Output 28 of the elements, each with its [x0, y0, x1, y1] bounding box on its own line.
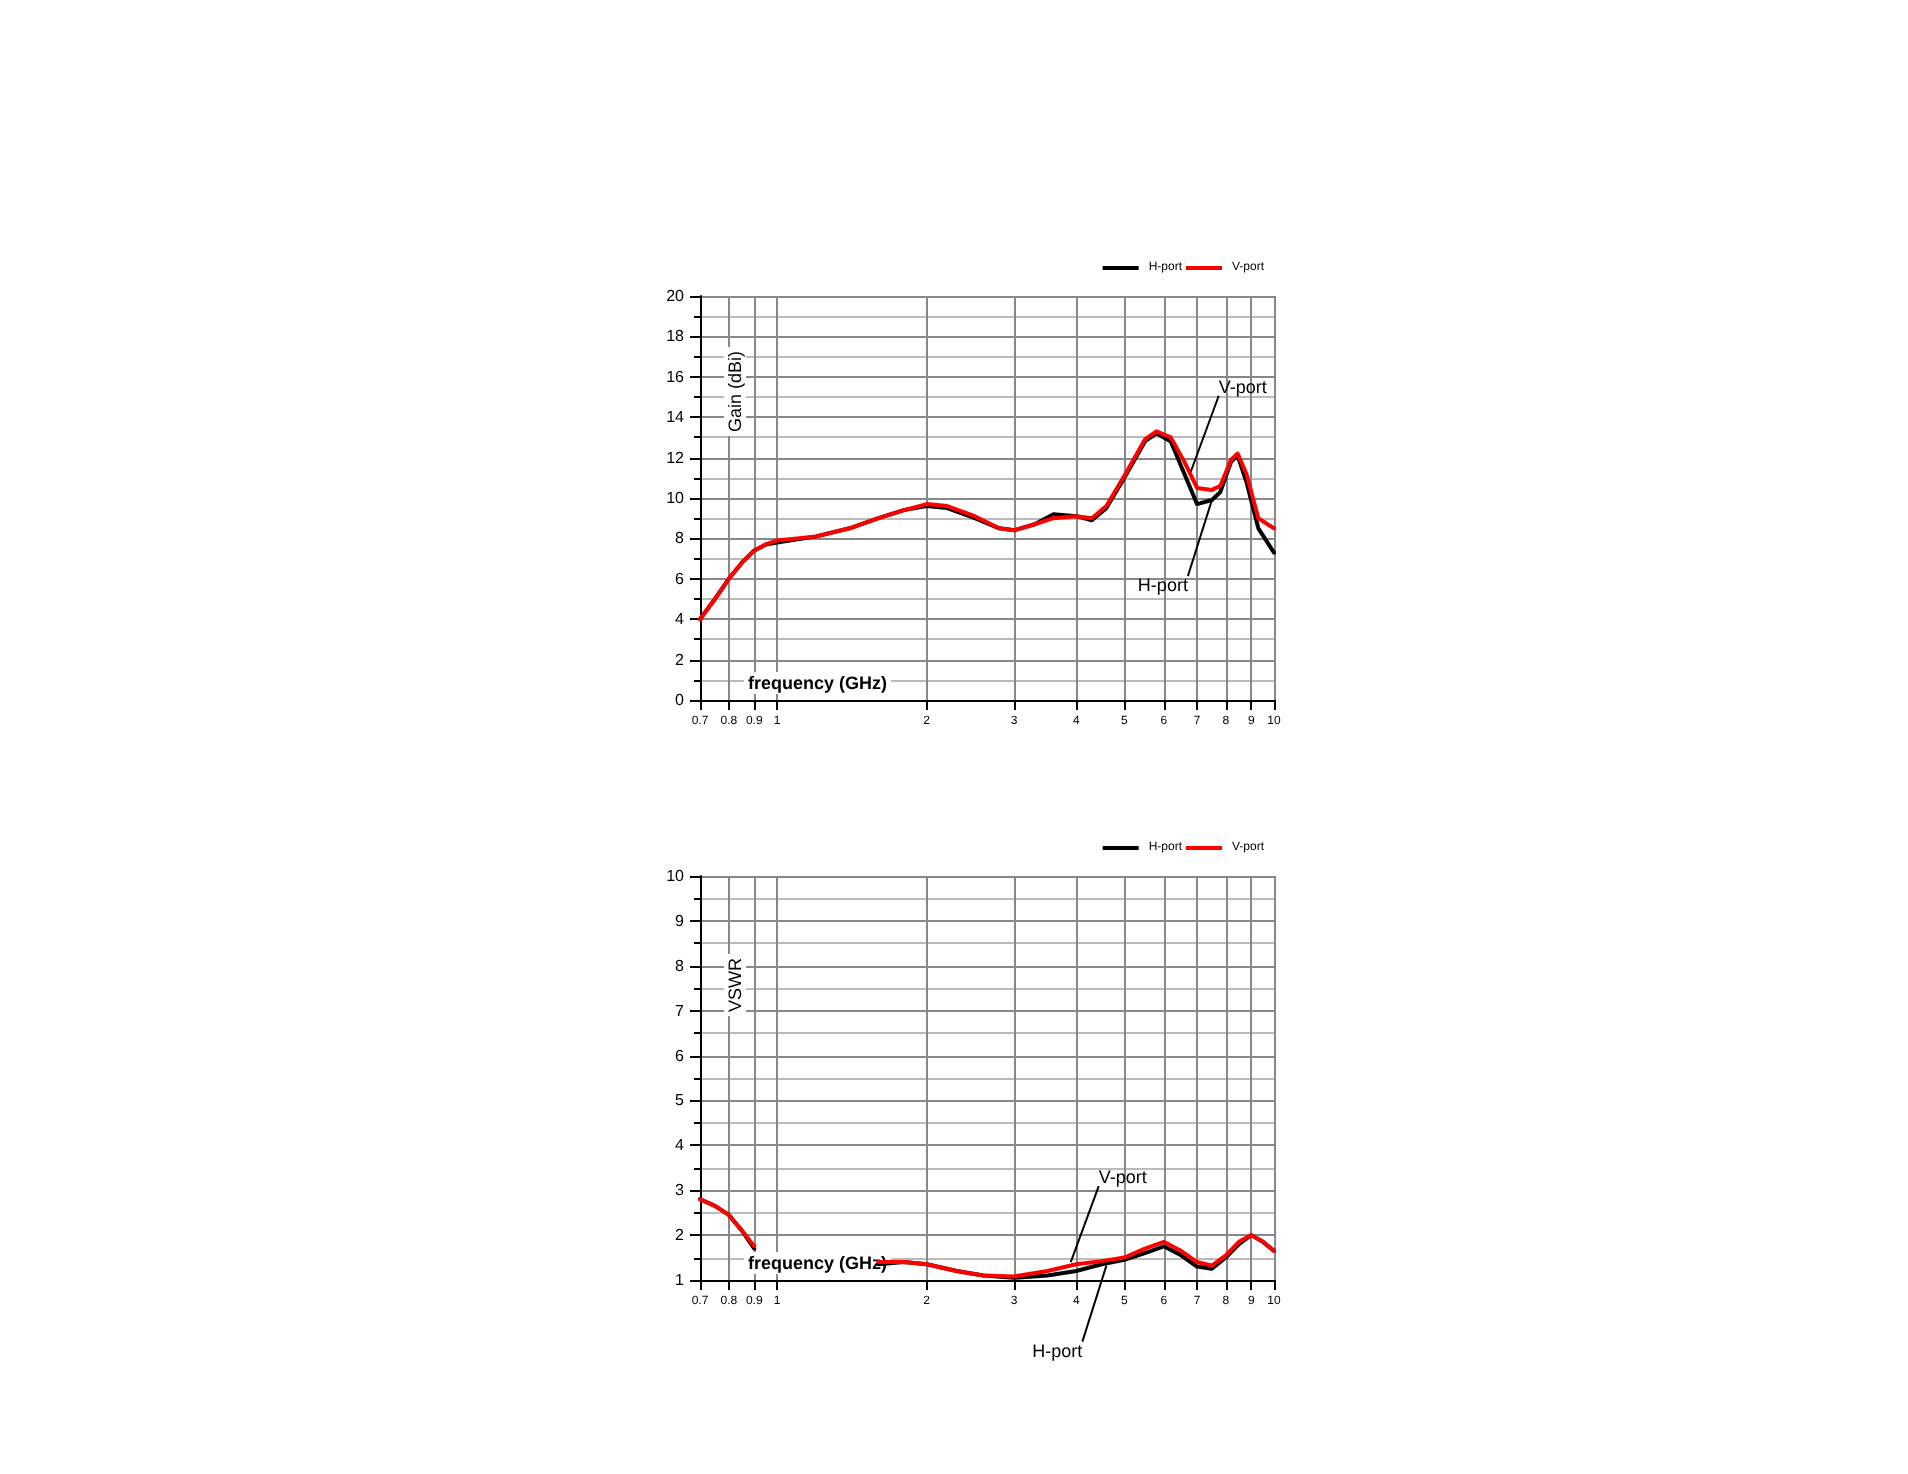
y-tick-label: 16 — [666, 367, 686, 386]
y-tick-label: 2 — [675, 1226, 686, 1245]
y-axis-title: Gain (dBi) — [725, 350, 745, 432]
y-tick-label: 3 — [675, 1181, 686, 1200]
y-tick-label: 10 — [666, 867, 686, 885]
y-tick-label: 2 — [675, 650, 686, 669]
y-tick-label: 6 — [675, 569, 686, 588]
y-tick-label: 0 — [675, 691, 686, 709]
y-tick-label: 18 — [666, 327, 686, 346]
y-tick-label: 5 — [675, 1091, 686, 1110]
y-tick-label: 1 — [675, 1271, 686, 1289]
y-tick-label: 12 — [666, 448, 686, 467]
y-tick-label: 7 — [675, 1001, 686, 1020]
y-tick-label: 10 — [666, 489, 686, 507]
y-tick-label: 8 — [675, 529, 686, 548]
annotation: V-port — [1098, 1167, 1148, 1188]
annotation: H-port — [1137, 575, 1189, 596]
y-tick-label: 6 — [675, 1046, 686, 1065]
y-tick-label: 9 — [675, 911, 686, 930]
y-axis-title: VSWR — [725, 957, 745, 1012]
y-tick-label: 8 — [675, 956, 686, 975]
y-tick-label: 14 — [666, 408, 686, 427]
y-tick-label: 20 — [666, 287, 686, 305]
annotation: H-port — [1032, 1340, 1084, 1361]
y-tick-label: 4 — [675, 610, 686, 629]
y-tick-label: 4 — [675, 1136, 686, 1155]
annotation: V-port — [1218, 376, 1268, 397]
x-axis-title: frequency (GHz) — [748, 673, 888, 693]
